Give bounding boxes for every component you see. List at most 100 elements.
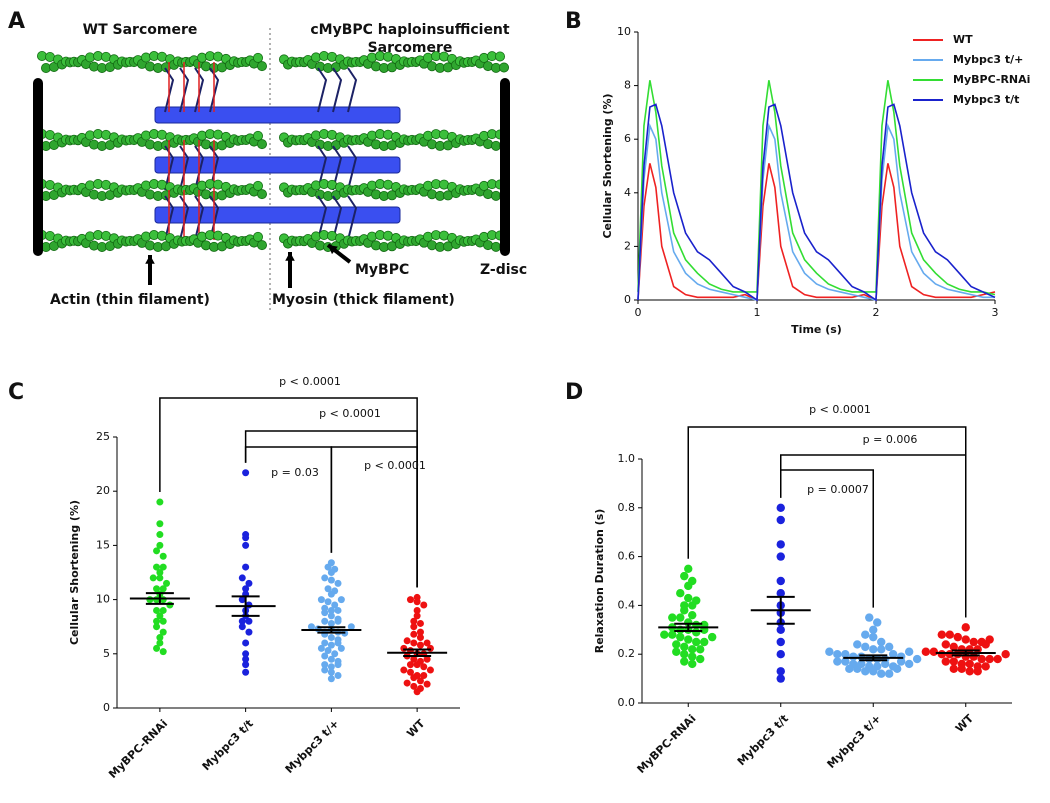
cross-bridge <box>194 145 205 191</box>
arrow-head <box>285 252 295 261</box>
actin-bead <box>196 130 207 141</box>
data-point <box>423 639 431 647</box>
data-point <box>156 639 164 647</box>
data-point <box>327 576 335 584</box>
data-point <box>953 632 962 642</box>
cross-bridge <box>332 67 343 113</box>
y-tick-label: 2 <box>624 239 631 252</box>
data-point <box>321 639 329 647</box>
actin-bead <box>252 130 263 141</box>
data-point <box>327 668 335 676</box>
x-tick-label: WT <box>953 712 976 735</box>
data-point <box>776 576 785 586</box>
data-point <box>423 680 431 688</box>
x-tick-label: WT <box>404 717 427 740</box>
significance-bracket <box>330 446 418 588</box>
data-point <box>410 630 418 638</box>
diagram-title: cMyBPC haploinsufficient <box>310 22 510 38</box>
data-point <box>416 634 424 642</box>
data-point <box>977 654 986 664</box>
actin-bead <box>196 231 207 242</box>
sarcomere-diagram: WT Sarcomere cMyBPC haploinsufficient Sa… <box>33 22 527 310</box>
diagram-label: Actin (thin filament) <box>50 292 210 308</box>
arrow-head <box>145 255 155 264</box>
panel-label: C <box>8 380 24 405</box>
data-point <box>861 667 870 676</box>
data-point <box>776 515 785 525</box>
data-point <box>321 574 329 582</box>
data-point <box>707 632 717 642</box>
data-point <box>912 654 922 664</box>
x-tick-label: MyBPC-RNAi <box>635 712 699 776</box>
data-point <box>149 574 157 582</box>
actin-bead <box>140 231 151 242</box>
data-point <box>688 610 697 620</box>
data-point <box>957 664 966 674</box>
data-point <box>406 596 414 604</box>
data-point <box>696 654 705 664</box>
data-point <box>668 613 677 622</box>
data-point <box>776 625 785 634</box>
data-point <box>416 677 424 685</box>
diagram-title: WT Sarcomere <box>83 22 198 38</box>
actin-bead <box>256 240 267 251</box>
data-point <box>153 623 161 631</box>
p-value: p < 0.0001 <box>319 407 381 420</box>
data-point <box>965 667 974 676</box>
data-point <box>153 563 161 571</box>
cross-bridge <box>347 67 358 113</box>
x-tick-label: 0 <box>635 306 642 319</box>
data-point <box>317 644 325 652</box>
data-point <box>961 623 970 632</box>
actin-bead <box>366 180 377 191</box>
data-point <box>420 663 428 671</box>
data-point <box>929 647 939 656</box>
data-point <box>937 650 947 659</box>
data-point <box>684 581 693 591</box>
data-point <box>426 666 434 674</box>
significance-bracket <box>780 469 874 608</box>
arrow-head <box>328 245 338 255</box>
y-tick-label: 0.2 <box>618 647 636 660</box>
data-point <box>159 628 167 636</box>
data-point <box>861 642 870 652</box>
cross-bridge <box>347 145 358 191</box>
data-point <box>156 569 164 576</box>
actin-bead <box>494 51 505 62</box>
data-point <box>406 661 414 669</box>
data-point <box>156 541 164 549</box>
data-point <box>676 613 685 622</box>
actin-bead <box>200 61 211 72</box>
y-tick-label: 0.6 <box>618 550 636 563</box>
data-point <box>877 669 886 678</box>
data-point <box>153 606 161 614</box>
actin-bead <box>256 139 267 150</box>
data-point <box>869 625 878 634</box>
data-point <box>347 623 355 631</box>
data-point <box>327 641 335 649</box>
actin-bead <box>426 189 437 200</box>
data-point <box>156 634 164 642</box>
data-point <box>825 647 834 656</box>
data-point <box>949 664 958 674</box>
actin-bead <box>200 240 211 251</box>
myosin-filament <box>154 206 401 224</box>
legend-label: WT <box>953 33 973 46</box>
actin-bead <box>426 139 437 150</box>
actin-bead <box>144 240 155 251</box>
data-point <box>776 552 785 561</box>
data-point <box>324 598 332 606</box>
data-point <box>334 606 342 614</box>
data-point <box>156 531 164 539</box>
data-point <box>163 579 171 587</box>
actin-bead <box>370 189 381 200</box>
data-point <box>660 630 669 639</box>
data-point <box>885 669 894 678</box>
data-point <box>420 601 428 609</box>
data-point <box>324 585 332 593</box>
legend-label: Mybpc3 t/+ <box>953 53 1023 66</box>
data-point <box>672 647 681 656</box>
panel-label: D <box>565 380 583 405</box>
actin-bead <box>422 180 433 191</box>
data-point <box>680 650 689 659</box>
